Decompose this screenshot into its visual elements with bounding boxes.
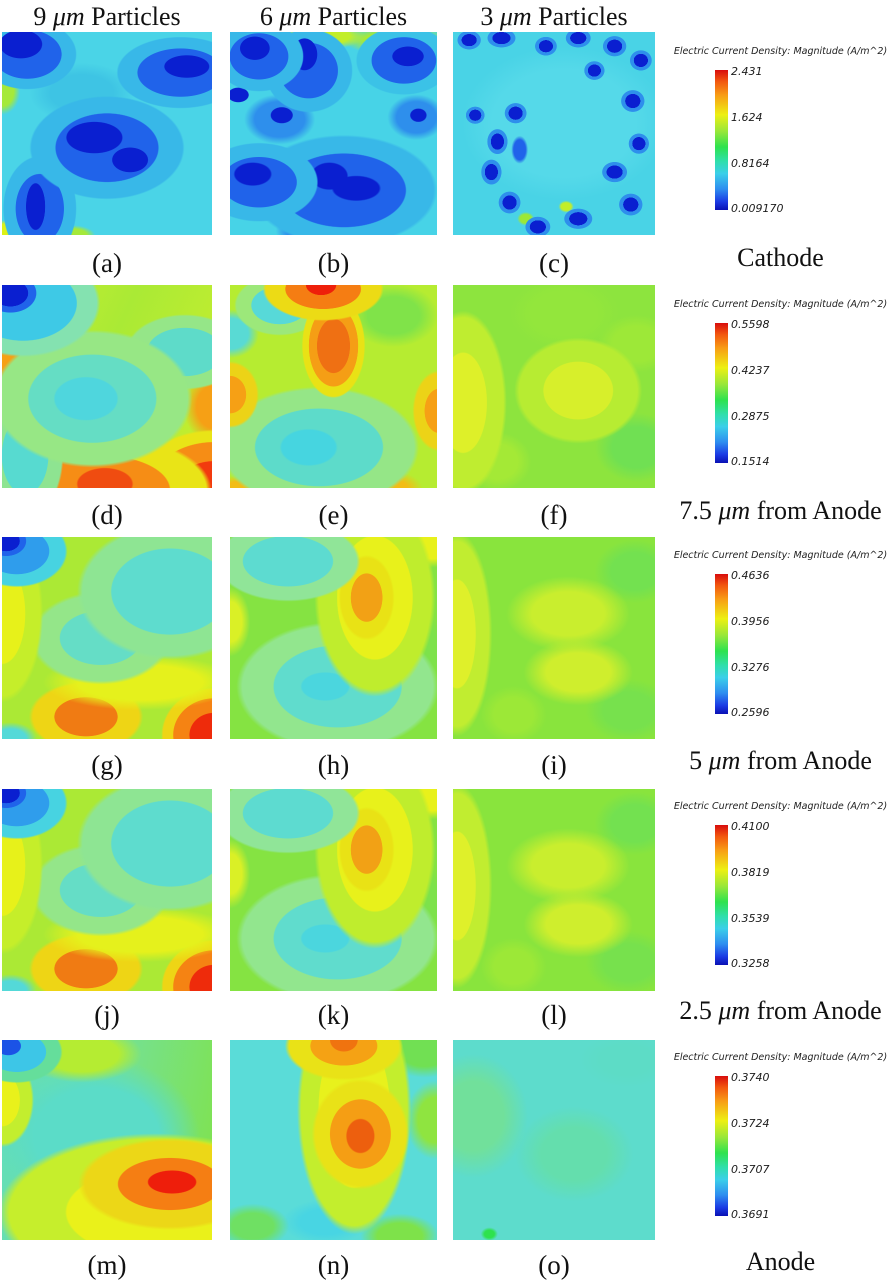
panel-label-o: (o): [538, 1250, 570, 1280]
legend-title: Electric Current Density: Magnitude (A/m…: [673, 801, 888, 812]
legend-row-5: Electric Current Density: Magnitude (A/m…: [672, 1052, 889, 1228]
row-label-text: Cathode: [737, 243, 824, 272]
contour-panel-d: [2, 285, 212, 488]
colorbar-tick-upper: 0.4237: [731, 364, 770, 377]
contour-panel-o: [453, 1040, 655, 1240]
panel-label-k: (k): [317, 1000, 350, 1030]
column-header-6um: 6 μm Particles: [230, 2, 437, 32]
row-label-5um: 5 μm from Anode: [672, 745, 889, 777]
colorbar-body: 2.431 1.624 0.8164 0.009170: [672, 65, 889, 222]
header-unit: μm: [279, 2, 312, 31]
row-label-rest: from Anode: [756, 996, 882, 1025]
row-label-text: 7.5: [679, 496, 712, 525]
header-noun: Particles: [317, 2, 408, 31]
row-label-rest: from Anode: [756, 496, 882, 525]
colorbar-tick-min: 0.1514: [731, 455, 770, 468]
colorbar: [715, 825, 728, 965]
colorbar-tick-min: 0.009170: [731, 202, 784, 215]
colorbar: [715, 1076, 728, 1216]
colorbar-tick-min: 0.3691: [731, 1208, 770, 1221]
header-qty: 9: [33, 2, 47, 31]
colorbar: [715, 323, 728, 463]
panel-label-a: (a): [92, 248, 122, 278]
colorbar-tick-max: 0.3740: [731, 1071, 770, 1084]
panel-label-g: (g): [91, 750, 123, 780]
contour-panel-e: [230, 285, 437, 488]
row-label-anode: Anode: [672, 1246, 889, 1278]
row-label-2p5um: 2.5 μm from Anode: [672, 995, 889, 1027]
panel-label-e: (e): [318, 500, 349, 530]
legend-row-3: Electric Current Density: Magnitude (A/m…: [672, 550, 889, 726]
colorbar-tick-max: 0.5598: [731, 318, 770, 331]
row-label-unit: μm: [718, 496, 751, 525]
colorbar: [715, 574, 728, 714]
row-label-unit: μm: [708, 746, 741, 775]
column-header-3um: 3 μm Particles: [453, 2, 655, 32]
colorbar-tick-upper: 1.624: [731, 111, 763, 124]
colorbar-tick-lower: 0.3276: [731, 661, 770, 674]
contour-panel-i: [453, 537, 655, 739]
row-label-rest: from Anode: [746, 746, 872, 775]
colorbar-tick-min: 0.2596: [731, 706, 770, 719]
header-noun: Particles: [538, 2, 628, 31]
colorbar-tick-max: 0.4636: [731, 569, 770, 582]
row-label-7p5um: 7.5 μm from Anode: [672, 495, 889, 527]
colorbar-body: 0.4100 0.3819 0.3539 0.3258: [672, 820, 889, 977]
colorbar-tick-max: 2.431: [731, 65, 763, 78]
row-label-text: Anode: [745, 1247, 816, 1276]
colorbar-tick-lower: 0.2875: [731, 410, 770, 423]
legend-title: Electric Current Density: Magnitude (A/m…: [673, 46, 888, 57]
contour-panel-j: [2, 789, 212, 991]
colorbar-body: 0.5598 0.4237 0.2875 0.1514: [672, 318, 889, 475]
row-label-cathode: Cathode: [672, 242, 889, 274]
colorbar-tick-lower: 0.3707: [731, 1163, 770, 1176]
colorbar-body: 0.4636 0.3956 0.3276 0.2596: [672, 569, 889, 726]
contour-panel-g: [2, 537, 212, 739]
contour-panel-a: [2, 32, 212, 235]
header-unit: μm: [52, 2, 85, 31]
panel-label-j: (j): [94, 1000, 120, 1030]
colorbar-tick-lower: 0.3539: [731, 912, 770, 925]
column-header-9um: 9 μm Particles: [2, 2, 212, 32]
row-label-text: 2.5: [679, 996, 712, 1025]
legend-row-4: Electric Current Density: Magnitude (A/m…: [672, 801, 889, 977]
colorbar-tick-lower: 0.8164: [731, 157, 770, 170]
contour-panel-k: [230, 789, 437, 991]
contour-panel-h: [230, 537, 437, 739]
header-qty: 6: [259, 2, 273, 31]
contour-panel-m: [2, 1040, 212, 1240]
panel-label-h: (h): [317, 750, 350, 780]
panel-label-b: (b): [317, 248, 350, 278]
panel-label-n: (n): [317, 1250, 350, 1280]
contour-panel-c: [453, 32, 655, 235]
colorbar-tick-upper: 0.3956: [731, 615, 770, 628]
panel-label-m: (m): [87, 1250, 127, 1280]
panel-label-d: (d): [91, 500, 123, 530]
panel-label-i: (i): [541, 750, 567, 780]
colorbar-tick-max: 0.4100: [731, 820, 770, 833]
legend-row-1: Electric Current Density: Magnitude (A/m…: [672, 46, 889, 222]
panel-label-f: (f): [540, 500, 568, 530]
header-unit: μm: [499, 2, 532, 31]
colorbar-body: 0.3740 0.3724 0.3707 0.3691: [672, 1071, 889, 1228]
header-qty: 3: [480, 2, 494, 31]
colorbar-tick-upper: 0.3724: [731, 1117, 770, 1130]
colorbar: [715, 70, 728, 210]
legend-title: Electric Current Density: Magnitude (A/m…: [673, 1052, 888, 1063]
panel-label-c: (c): [539, 248, 569, 278]
colorbar-tick-upper: 0.3819: [731, 866, 770, 879]
colorbar-tick-min: 0.3258: [731, 957, 770, 970]
legend-title: Electric Current Density: Magnitude (A/m…: [673, 550, 888, 561]
row-label-unit: μm: [718, 996, 751, 1025]
contour-panel-f: [453, 285, 655, 488]
row-label-text: 5: [689, 746, 703, 775]
contour-panel-l: [453, 789, 655, 991]
legend-row-2: Electric Current Density: Magnitude (A/m…: [672, 299, 889, 475]
panel-label-l: (l): [541, 1000, 567, 1030]
legend-title: Electric Current Density: Magnitude (A/m…: [673, 299, 888, 310]
header-noun: Particles: [91, 2, 181, 31]
contour-panel-n: [230, 1040, 437, 1240]
contour-panel-b: [230, 32, 437, 235]
